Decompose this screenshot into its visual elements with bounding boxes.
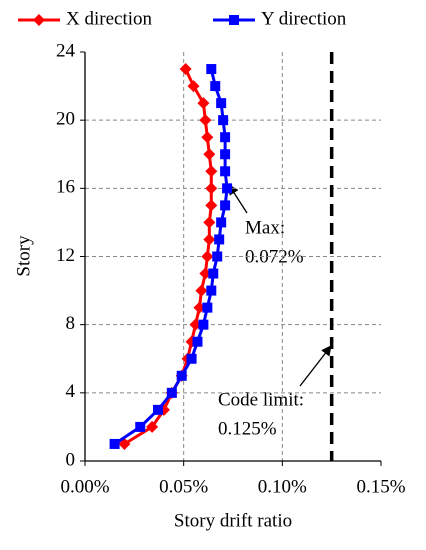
data-point: [202, 302, 213, 313]
x-tick-label: 0.10%: [258, 476, 307, 497]
data-point: [212, 251, 223, 262]
data-point: [216, 98, 227, 109]
data-point: [146, 420, 159, 433]
data-point: [220, 166, 231, 177]
data-point: [205, 165, 218, 178]
data-point: [206, 285, 217, 296]
y-tick-label: 24: [56, 40, 76, 61]
legend-marker: [229, 15, 239, 25]
data-point: [192, 336, 203, 347]
legend-label: Y direction: [261, 8, 347, 29]
annotation: 0.125%: [218, 418, 277, 439]
data-point: [203, 216, 216, 229]
data-point: [210, 81, 221, 92]
legend-marker: [33, 14, 45, 26]
data-point: [199, 114, 212, 127]
data-point: [166, 387, 177, 398]
data-point: [186, 353, 197, 364]
data-point: [201, 131, 214, 144]
legend-label: X direction: [66, 8, 153, 29]
data-point: [109, 438, 120, 449]
y-tick-label: 20: [56, 109, 75, 130]
x-axis-label: Story drift ratio: [174, 510, 292, 531]
data-point: [205, 199, 218, 212]
data-point: [206, 64, 217, 75]
data-point: [179, 63, 192, 76]
x-tick-label: 0.15%: [356, 476, 405, 497]
data-point: [220, 132, 231, 143]
data-point: [195, 284, 208, 297]
y-axis-label: Story: [13, 235, 34, 277]
data-point: [187, 80, 200, 93]
annotation: Max:: [245, 217, 285, 238]
data-point: [218, 115, 229, 126]
data-point: [203, 233, 216, 246]
data-point: [203, 148, 216, 161]
y-tick-label: 0: [66, 449, 76, 470]
data-point: [135, 421, 146, 432]
data-point: [198, 319, 209, 330]
data-point: [220, 149, 231, 160]
data-point: [201, 250, 214, 263]
data-point: [216, 217, 227, 228]
data-point: [153, 404, 164, 415]
data-point: [214, 234, 225, 245]
y-tick-label: 8: [66, 313, 76, 334]
data-point: [208, 268, 219, 279]
y-tick-label: 16: [56, 177, 75, 198]
data-point: [222, 183, 233, 194]
data-point: [220, 200, 231, 211]
x-tick-label: 0.00%: [60, 476, 109, 497]
arrow: [299, 345, 332, 387]
y-tick-label: 12: [56, 245, 75, 266]
data-point: [197, 97, 210, 110]
data-point: [205, 182, 218, 195]
x-tick-label: 0.05%: [159, 476, 208, 497]
data-point: [176, 370, 187, 381]
y-tick-label: 4: [66, 381, 76, 402]
